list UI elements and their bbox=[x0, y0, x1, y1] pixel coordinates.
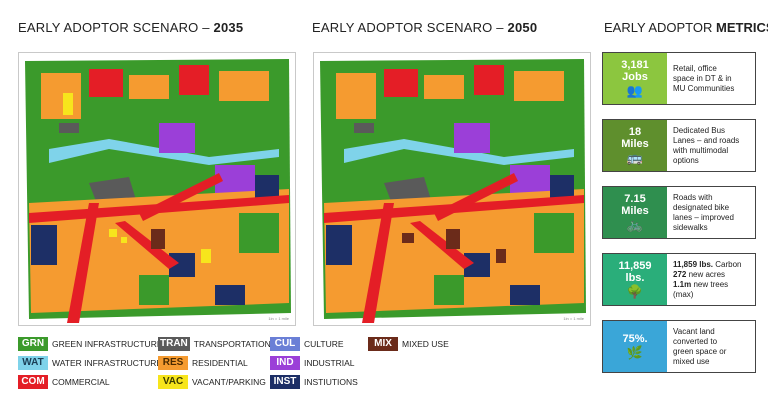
legend-code: COM bbox=[18, 375, 48, 389]
metric-value: 7.15 bbox=[624, 193, 646, 205]
legend-label: WATER INFRASTRUCTURE bbox=[52, 358, 163, 368]
metric-value-box: 11,859 lbs. 🌳 bbox=[603, 254, 667, 305]
legend-label: VACANT/PARKING bbox=[192, 377, 266, 387]
metric-bus-lanes: 18 Miles 🚌 Dedicated Bus Lanes – and roa… bbox=[602, 119, 756, 172]
metric-unit: Jobs bbox=[622, 71, 648, 83]
tree-icon: 🌳 bbox=[626, 284, 644, 299]
metric-value: 75%. bbox=[622, 333, 648, 345]
metrics-title: EARLY ADOPTOR METRICS bbox=[604, 20, 768, 35]
scenario-2050-title: EARLY ADOPTOR SCENARO – 2050 bbox=[312, 20, 538, 35]
legend: GRN GREEN INFRASTRUCTURE WAT WATER INFRA… bbox=[18, 337, 468, 393]
legend-code: CUL bbox=[270, 337, 300, 351]
legend-item-tran: TRAN TRANSPORTATION bbox=[158, 337, 271, 351]
map-scale-label: 1in = 1 mile bbox=[268, 316, 289, 321]
grass-icon: 🌿 bbox=[626, 345, 644, 360]
legend-item-res: RES RESIDENTIAL bbox=[158, 356, 248, 370]
metric-jobs: 3,181 Jobs 👥 Retail, office space in DT … bbox=[602, 52, 756, 105]
metric-unit: lbs. bbox=[625, 272, 645, 284]
metric-vacant-land: 75%. 🌿 Vacant land converted to green sp… bbox=[602, 320, 756, 373]
legend-code: RES bbox=[158, 356, 188, 370]
legend-code: WAT bbox=[18, 356, 48, 370]
legend-code: VAC bbox=[158, 375, 188, 389]
legend-item-grn: GRN GREEN INFRASTRUCTURE bbox=[18, 337, 163, 351]
legend-code: INST bbox=[270, 375, 300, 389]
bicycle-icon: 🚲 bbox=[626, 217, 644, 232]
metric-value-box: 75%. 🌿 bbox=[603, 321, 667, 372]
metrics-panel: 3,181 Jobs 👥 Retail, office space in DT … bbox=[602, 52, 756, 373]
legend-label: MIXED USE bbox=[402, 339, 449, 349]
metric-bike-lanes: 7.15 Miles 🚲 Roads with designated bike … bbox=[602, 186, 756, 239]
metric-description: Retail, office space in DT & in MU Commu… bbox=[667, 53, 755, 104]
land-use-map-2050: 1in = 1 mile bbox=[313, 52, 591, 326]
legend-code: MIX bbox=[368, 337, 398, 351]
metric-unit: Miles bbox=[621, 138, 649, 150]
legend-label: INSTIUTIONS bbox=[304, 377, 358, 387]
map-scale-label: 1in = 1 mile bbox=[563, 316, 584, 321]
metric-value: 18 bbox=[628, 126, 642, 138]
metric-value: 3,181 bbox=[621, 59, 649, 71]
legend-item-mix: MIX MIXED USE bbox=[368, 337, 449, 351]
legend-label: GREEN INFRASTRUCTURE bbox=[52, 339, 163, 349]
metric-value-box: 18 Miles 🚌 bbox=[603, 120, 667, 171]
legend-label: TRANSPORTATION bbox=[193, 339, 271, 349]
bus-icon: 🚌 bbox=[626, 150, 644, 165]
metric-value: 11,859 bbox=[618, 260, 652, 272]
legend-item-cul: CUL CULTURE bbox=[270, 337, 344, 351]
legend-item-wat: WAT WATER INFRASTRUCTURE bbox=[18, 356, 162, 370]
metric-carbon: 11,859 lbs. 🌳 11,859 lbs. Carbon 272 new… bbox=[602, 253, 756, 306]
scenario-2035-title: EARLY ADOPTOR SCENARO – 2035 bbox=[18, 20, 244, 35]
legend-label: CULTURE bbox=[304, 339, 344, 349]
map-2035-canvas bbox=[19, 53, 295, 325]
metric-description: Roads with designated bike lanes – impro… bbox=[667, 187, 755, 238]
legend-item-com: COM COMMERCIAL bbox=[18, 375, 110, 389]
map-2050-canvas bbox=[314, 53, 590, 325]
legend-item-inst: INST INSTIUTIONS bbox=[270, 375, 358, 389]
metric-description: Vacant land converted to green space or … bbox=[667, 321, 755, 372]
metric-value-box: 7.15 Miles 🚲 bbox=[603, 187, 667, 238]
legend-code: GRN bbox=[18, 337, 48, 351]
metric-value-box: 3,181 Jobs 👥 bbox=[603, 53, 667, 104]
land-use-map-2035: 1in = 1 mile bbox=[18, 52, 296, 326]
metric-description: Dedicated Bus Lanes – and roads with mul… bbox=[667, 120, 755, 171]
metric-description: 11,859 lbs. Carbon 272 new acres 1.1m ne… bbox=[667, 254, 755, 305]
legend-item-ind: IND INDUSTRIAL bbox=[270, 356, 355, 370]
legend-code: TRAN bbox=[158, 337, 190, 351]
metric-unit: Miles bbox=[621, 205, 649, 217]
legend-label: COMMERCIAL bbox=[52, 377, 110, 387]
legend-code: IND bbox=[270, 356, 300, 370]
people-icon: 👥 bbox=[626, 83, 644, 98]
legend-label: INDUSTRIAL bbox=[304, 358, 355, 368]
legend-label: RESIDENTIAL bbox=[192, 358, 248, 368]
legend-item-vac: VAC VACANT/PARKING bbox=[158, 375, 266, 389]
